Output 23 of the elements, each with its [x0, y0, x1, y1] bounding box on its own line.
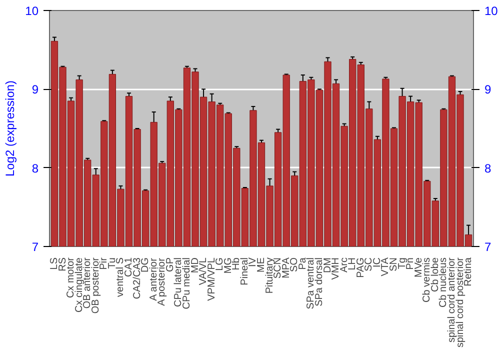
x-tick-label: Tg [396, 258, 408, 270]
x-tick-label: CPu medial [181, 257, 192, 310]
x-tick-label: RS [57, 257, 68, 272]
y-axis-title: Log2 (expression) [3, 80, 18, 177]
y2-tick-label: 9 [484, 82, 492, 97]
y-tick-label: 9 [32, 82, 39, 97]
y2-tick-label: 8 [484, 161, 492, 176]
x-tick-label: ME [256, 257, 267, 272]
x-tick-label: SPa dorsal [314, 257, 325, 306]
x-tick-label: spinal cord anterior [446, 256, 458, 343]
x-tick-label: LS [48, 257, 60, 270]
x-tick-label: spinal cord posterior [454, 256, 466, 348]
y-tick-label: 8 [32, 161, 39, 176]
y-tick-label: 7 [32, 240, 39, 254]
x-tick-label: A posterior [156, 257, 168, 306]
y2-tick-label: 10 [484, 4, 498, 18]
y-tick-label: 10 [25, 4, 39, 18]
x-tick-label: Retina [463, 257, 474, 286]
y2-tick-label: 7 [484, 240, 492, 254]
x-tick-label: Pituitary [264, 258, 276, 294]
x-tick-label: CA1 [124, 257, 134, 277]
x-tick-label: OB posterior [90, 256, 102, 314]
x-tick-label: SN [388, 257, 400, 272]
